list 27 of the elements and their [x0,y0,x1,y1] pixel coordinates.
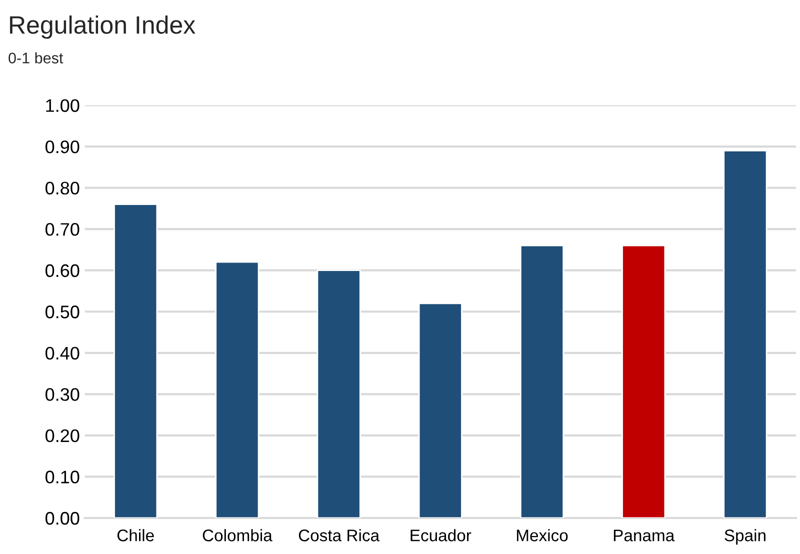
y-tick-label: 0.80 [46,182,80,195]
y-tick-label: 0.30 [46,388,80,401]
bar [723,150,768,518]
y-tick-label: 0.20 [46,429,80,442]
y-tick-label: 0.90 [46,140,80,154]
x-tick-label: Colombia [202,529,272,542]
x-tick-label: Ecuador [410,529,472,542]
bar [316,270,361,518]
x-tick-label: Chile [117,529,154,542]
y-tick-label: 0.70 [46,223,80,236]
y-tick-label: 0.00 [46,512,80,525]
y-tick-label: 0.40 [46,346,80,360]
bar [622,244,666,518]
y-tick-label: 0.10 [46,470,80,484]
y-tick-label: 1.00 [46,99,80,112]
bar [215,261,260,518]
y-tick-label: 0.60 [46,264,80,278]
x-tick-label: Spain [724,529,766,545]
x-tick-label: Mexico [516,529,568,542]
bar [520,244,564,518]
bar [114,204,158,518]
bar [418,302,462,518]
x-tick-label: Panama [614,530,675,542]
chart-title: Regulation Index [10,15,196,39]
chart-subtitle: 0-1 best [8,52,64,64]
x-tick-label: Costa Rica [298,529,380,542]
y-tick-label: 0.50 [46,306,80,318]
